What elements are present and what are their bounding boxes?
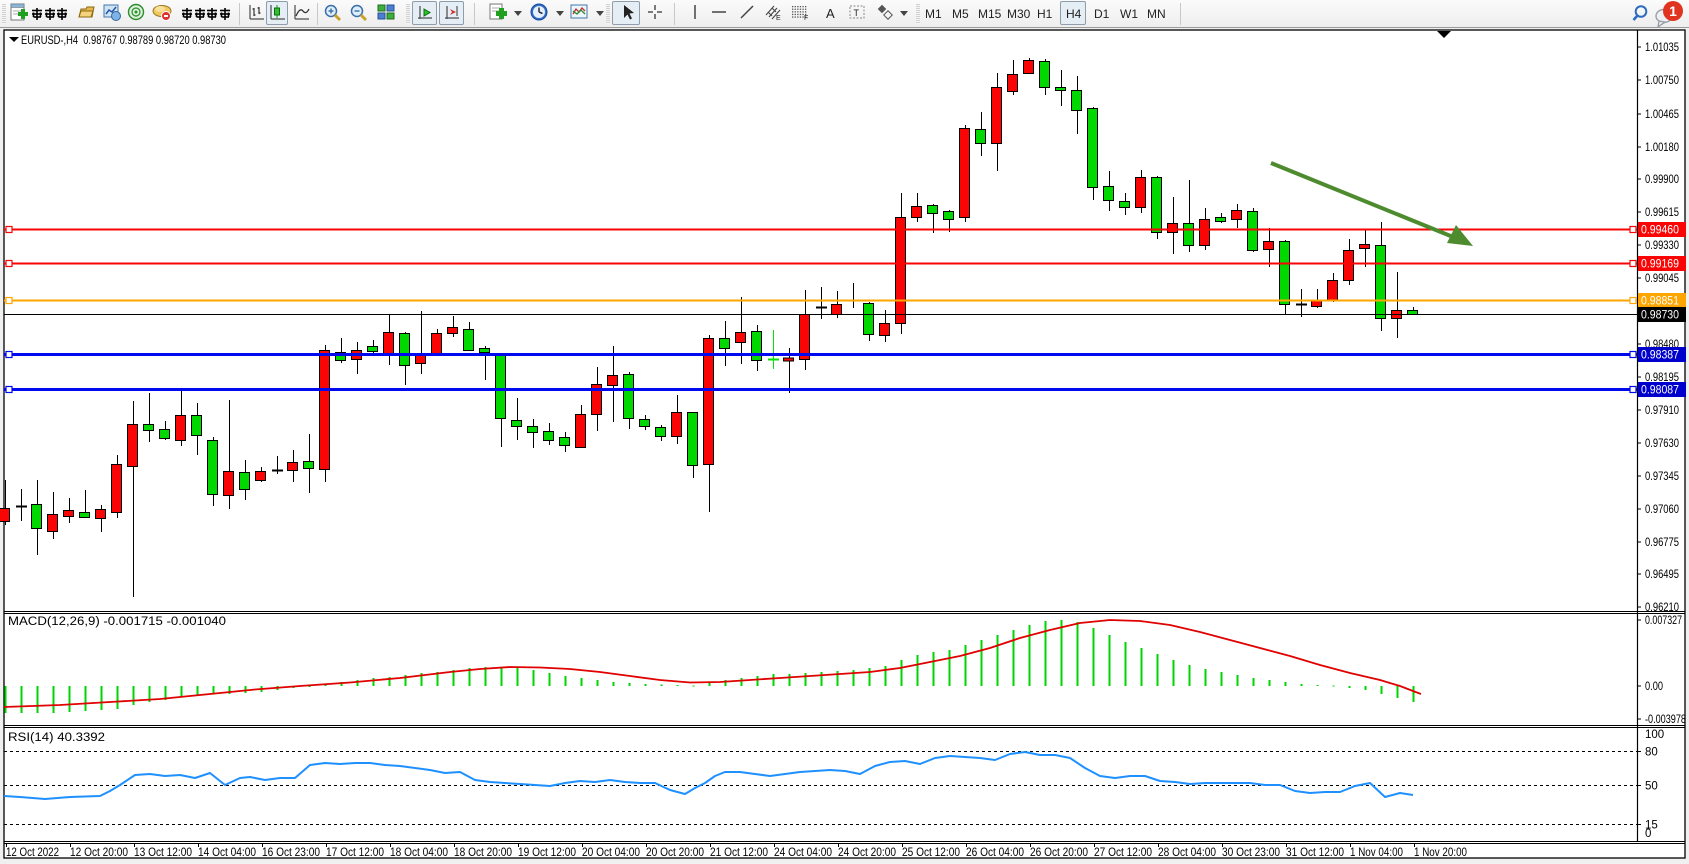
- svg-text:30 Oct 23:00: 30 Oct 23:00: [1222, 847, 1280, 859]
- svg-text:13 Oct 12:00: 13 Oct 12:00: [134, 847, 192, 859]
- svg-text:20 Oct 20:00: 20 Oct 20:00: [646, 847, 704, 859]
- svg-text:0.97060: 0.97060: [1645, 504, 1679, 516]
- svg-text:27 Oct 12:00: 27 Oct 12:00: [1094, 847, 1152, 859]
- svg-text:MACD(12,26,9) -0.001715 -0.001: MACD(12,26,9) -0.001715 -0.001040: [8, 616, 226, 628]
- svg-text:18 Oct 20:00: 18 Oct 20:00: [454, 847, 512, 859]
- svg-text:28 Oct 04:00: 28 Oct 04:00: [1158, 847, 1216, 859]
- svg-text:-0.003978: -0.003978: [1645, 714, 1686, 726]
- svg-text:21 Oct 12:00: 21 Oct 12:00: [710, 847, 768, 859]
- svg-text:26 Oct 20:00: 26 Oct 20:00: [1030, 847, 1088, 859]
- svg-text:25 Oct 12:00: 25 Oct 12:00: [902, 847, 960, 859]
- svg-text:12 Oct 20:00: 12 Oct 20:00: [70, 847, 128, 859]
- svg-text:0.99169: 0.99169: [1641, 259, 1679, 271]
- svg-text:50: 50: [1645, 781, 1658, 793]
- svg-text:14 Oct 04:00: 14 Oct 04:00: [198, 847, 256, 859]
- svg-text:1 Nov 04:00: 1 Nov 04:00: [1350, 847, 1403, 859]
- svg-text:1.00465: 1.00465: [1645, 109, 1679, 121]
- svg-text:17 Oct 12:00: 17 Oct 12:00: [326, 847, 384, 859]
- svg-text:RSI(14) 40.3392: RSI(14) 40.3392: [8, 732, 105, 744]
- svg-text:0.98195: 0.98195: [1645, 372, 1679, 384]
- svg-text:19 Oct 12:00: 19 Oct 12:00: [518, 847, 576, 859]
- svg-text:0.96210: 0.96210: [1645, 602, 1679, 614]
- svg-text:E: E: [776, 15, 781, 22]
- svg-text:31 Oct 12:00: 31 Oct 12:00: [1286, 847, 1344, 859]
- svg-text:0.97630: 0.97630: [1645, 438, 1679, 450]
- svg-text:12 Oct 2022: 12 Oct 2022: [6, 847, 59, 859]
- svg-text:80: 80: [1645, 747, 1658, 759]
- svg-text:0.99460: 0.99460: [1641, 225, 1679, 237]
- svg-text:0.96775: 0.96775: [1645, 537, 1679, 549]
- svg-text:1 Nov 20:00: 1 Nov 20:00: [1414, 847, 1467, 859]
- svg-text:0.007327: 0.007327: [1645, 615, 1682, 627]
- svg-text:0.96495: 0.96495: [1645, 569, 1679, 581]
- svg-text:15: 15: [1645, 820, 1658, 832]
- svg-text:1.00750: 1.00750: [1645, 75, 1679, 87]
- svg-text:0.99330: 0.99330: [1645, 240, 1679, 252]
- svg-text:0.99615: 0.99615: [1645, 207, 1679, 219]
- svg-text:EURUSD-,H4 0.98767 0.98789 0.: EURUSD-,H4 0.98767 0.98789 0.98720 0.987…: [21, 33, 226, 47]
- svg-text:0.98087: 0.98087: [1641, 385, 1679, 397]
- svg-text:18 Oct 04:00: 18 Oct 04:00: [390, 847, 448, 859]
- svg-text:24 Oct 04:00: 24 Oct 04:00: [774, 847, 832, 859]
- svg-text:24 Oct 20:00: 24 Oct 20:00: [838, 847, 896, 859]
- svg-text:0.98387: 0.98387: [1641, 350, 1679, 362]
- svg-text:0.98851: 0.98851: [1641, 296, 1679, 308]
- svg-text:20 Oct 04:00: 20 Oct 04:00: [582, 847, 640, 859]
- svg-text:0.98730: 0.98730: [1641, 310, 1679, 322]
- svg-text:1.00180: 1.00180: [1645, 142, 1679, 154]
- svg-text:0.00: 0.00: [1645, 681, 1663, 693]
- svg-text:0.99900: 0.99900: [1645, 174, 1679, 186]
- svg-text:0.97910: 0.97910: [1645, 405, 1679, 417]
- svg-text:T: T: [854, 8, 860, 18]
- svg-text:1.01035: 1.01035: [1645, 42, 1679, 54]
- svg-text:26 Oct 04:00: 26 Oct 04:00: [966, 847, 1024, 859]
- svg-text:16 Oct 23:00: 16 Oct 23:00: [262, 847, 320, 859]
- svg-text:0.97345: 0.97345: [1645, 471, 1679, 483]
- svg-text:F: F: [804, 15, 808, 22]
- svg-text:100: 100: [1645, 729, 1664, 741]
- svg-text:0.99045: 0.99045: [1645, 273, 1679, 285]
- svg-text:0: 0: [1645, 828, 1651, 840]
